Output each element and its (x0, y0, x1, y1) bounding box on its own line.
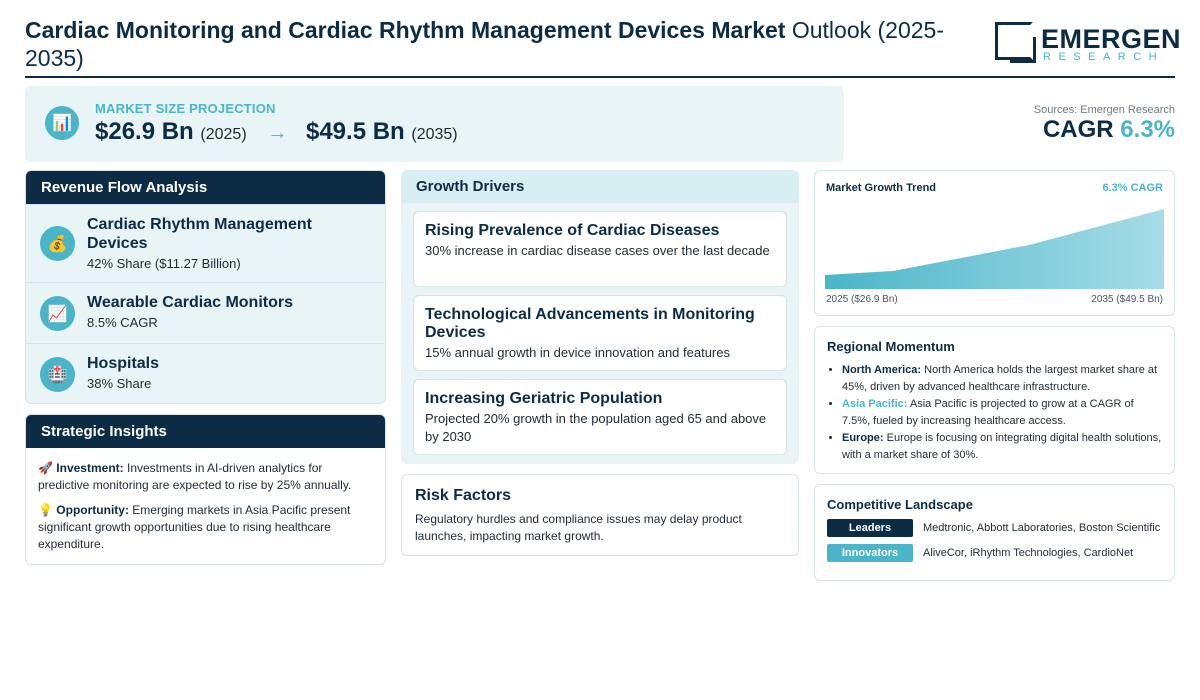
trend-area-chart (825, 209, 1164, 289)
competitive-landscape-heading: Competitive Landscape (827, 497, 973, 512)
regional-momentum-heading: Regional Momentum (827, 339, 955, 354)
growth-driver-desc: Projected 20% growth in the population a… (425, 411, 767, 444)
revenue-item-title: Cardiac Rhythm Management Devices (87, 216, 312, 252)
competitive-landscape-panel: Competitive Landscape Leaders Medtronic,… (814, 484, 1175, 581)
revenue-item-detail: 8.5% CAGR (87, 315, 158, 330)
emergen-logo: EMERGEN RESEARCH (995, 22, 1181, 64)
growth-driver-card: Rising Prevalence of Cardiac Diseases 30… (413, 211, 787, 287)
logo-word: EMERGEN (1041, 24, 1182, 54)
innovators-list: AliveCor, iRhythm Technologies, CardioNe… (923, 547, 1134, 559)
revenue-item-title: Wearable Cardiac Monitors (87, 294, 293, 311)
projection-label: MARKET SIZE PROJECTION (95, 101, 276, 116)
money-bag-icon: 💰 (40, 226, 75, 261)
growth-driver-card: Increasing Geriatric Population Projecte… (413, 379, 787, 455)
revenue-item: 💰 Cardiac Rhythm Management Devices 42% … (26, 204, 385, 282)
revenue-flow-heading: Revenue Flow Analysis (26, 171, 385, 204)
investment-label: Investment: (56, 461, 124, 475)
lightbulb-icon: 💡 (38, 503, 53, 517)
end-year: (2035) (411, 126, 458, 143)
region-label: Europe: (842, 432, 884, 444)
hospital-icon: 🏥 (40, 357, 75, 392)
growth-driver-desc: 15% annual growth in device innovation a… (425, 345, 730, 360)
growth-drivers-heading: Growth Drivers (401, 170, 799, 203)
strategic-insights-heading: Strategic Insights (26, 415, 385, 448)
header: Cardiac Monitoring and Cardiac Rhythm Ma… (25, 14, 1181, 78)
innovators-row: Innovators AliveCor, iRhythm Technologie… (827, 544, 1162, 562)
region-label: Asia Pacific: (842, 398, 908, 410)
leaders-list: Medtronic, Abbott Laboratories, Boston S… (923, 522, 1161, 534)
start-value: $26.9 Bn (95, 118, 194, 145)
investment-insight: 🚀 Investment: Investments in AI-driven a… (38, 460, 373, 494)
growth-driver-card: Technological Advancements in Monitoring… (413, 295, 787, 371)
start-year: (2025) (200, 126, 247, 143)
revenue-flow-panel: Revenue Flow Analysis 💰 Cardiac Rhythm M… (25, 170, 386, 404)
opportunity-label: Opportunity: (56, 503, 129, 517)
growth-driver-title: Technological Advancements in Monitoring… (425, 306, 755, 341)
innovators-tag: Innovators (827, 544, 913, 562)
sources-note: Sources: Emergen Research (1033, 104, 1175, 116)
end-value: $49.5 Bn (305, 118, 405, 145)
trend-cagr: 6.3% CAGR (1102, 182, 1163, 194)
strategic-insights-panel: Strategic Insights 🚀 Investment: Investm… (25, 414, 386, 565)
risk-factors-heading: Risk Factors (415, 487, 512, 504)
revenue-item-title: Hospitals (87, 355, 160, 372)
leaders-row: Leaders Medtronic, Abbott Laboratories, … (827, 519, 1162, 537)
region-text: Asia Pacific is projected to grow at a C… (842, 398, 1134, 427)
trend-area (825, 209, 1164, 289)
market-growth-trend-panel: Market Growth Trend 6.3% CAGR 2025 ($26.… (814, 170, 1175, 316)
cagr-value: 6.3% (1120, 116, 1175, 143)
rocket-icon: 🚀 (38, 461, 53, 475)
page-title: Cardiac Monitoring and Cardiac Rhythm Ma… (25, 16, 990, 72)
trend-heading: Market Growth Trend (826, 182, 937, 194)
opportunity-insight: 💡 Opportunity: Emerging markets in Asia … (38, 502, 373, 553)
investment-text: Investments in AI-driven analytics for p… (38, 461, 352, 492)
list-item: Europe: Europe is focusing on integratin… (842, 430, 1162, 464)
revenue-item-detail: 38% Share (87, 376, 152, 391)
growth-driver-title: Increasing Geriatric Population (425, 390, 663, 407)
trend-chart-icon: 📈 (40, 296, 75, 331)
regional-momentum-panel: Regional Momentum North America: North A… (814, 326, 1175, 474)
trend-end-label: 2035 ($49.5 Bn) (1091, 294, 1163, 305)
cagr-summary: CAGR 6.3% (1043, 116, 1175, 144)
arrow-right-icon: → (267, 122, 288, 144)
growth-driver-title: Rising Prevalence of Cardiac Diseases (425, 222, 720, 239)
revenue-item: 📈 Wearable Cardiac Monitors 8.5% CAGR (26, 282, 385, 343)
list-item: North America: North America holds the l… (842, 362, 1162, 396)
title-light: Outlook (2025-2035) (25, 17, 944, 71)
region-label: North America: (842, 364, 922, 376)
revenue-item: 🏥 Hospitals 38% Share (26, 343, 385, 403)
market-size-projection: 📊 MARKET SIZE PROJECTION $26.9 Bn (2025)… (25, 86, 844, 162)
region-text: North America holds the largest market s… (842, 364, 1158, 393)
region-text: Europe is focusing on integrating digita… (842, 432, 1162, 461)
list-item: Asia Pacific: Asia Pacific is projected … (842, 396, 1162, 430)
region-list: North America: North America holds the l… (827, 362, 1162, 464)
growth-drivers-panel: Growth Drivers Rising Prevalence of Card… (401, 170, 799, 464)
logo-mark (995, 22, 1036, 63)
risk-factors-text: Regulatory hurdles and compliance issues… (415, 512, 742, 543)
leaders-tag: Leaders (827, 519, 913, 537)
trend-start-label: 2025 ($26.9 Bn) (826, 294, 898, 305)
cagr-label: CAGR (1042, 116, 1114, 143)
risk-factors-panel: Risk Factors Regulatory hurdles and comp… (401, 474, 799, 556)
growth-driver-desc: 30% increase in cardiac disease cases ov… (425, 243, 770, 258)
opportunity-text: Emerging markets in Asia Pacific present… (38, 503, 351, 551)
revenue-item-detail: 42% Share ($11.27 Billion) (87, 256, 241, 271)
logo-sub: RESEARCH (1043, 51, 1165, 63)
title-bold: Cardiac Monitoring and Cardiac Rhythm Ma… (25, 17, 786, 43)
projection-values: $26.9 Bn (2025) → $49.5 Bn (2035) (95, 118, 458, 146)
bar-chart-icon: 📊 (45, 106, 79, 140)
